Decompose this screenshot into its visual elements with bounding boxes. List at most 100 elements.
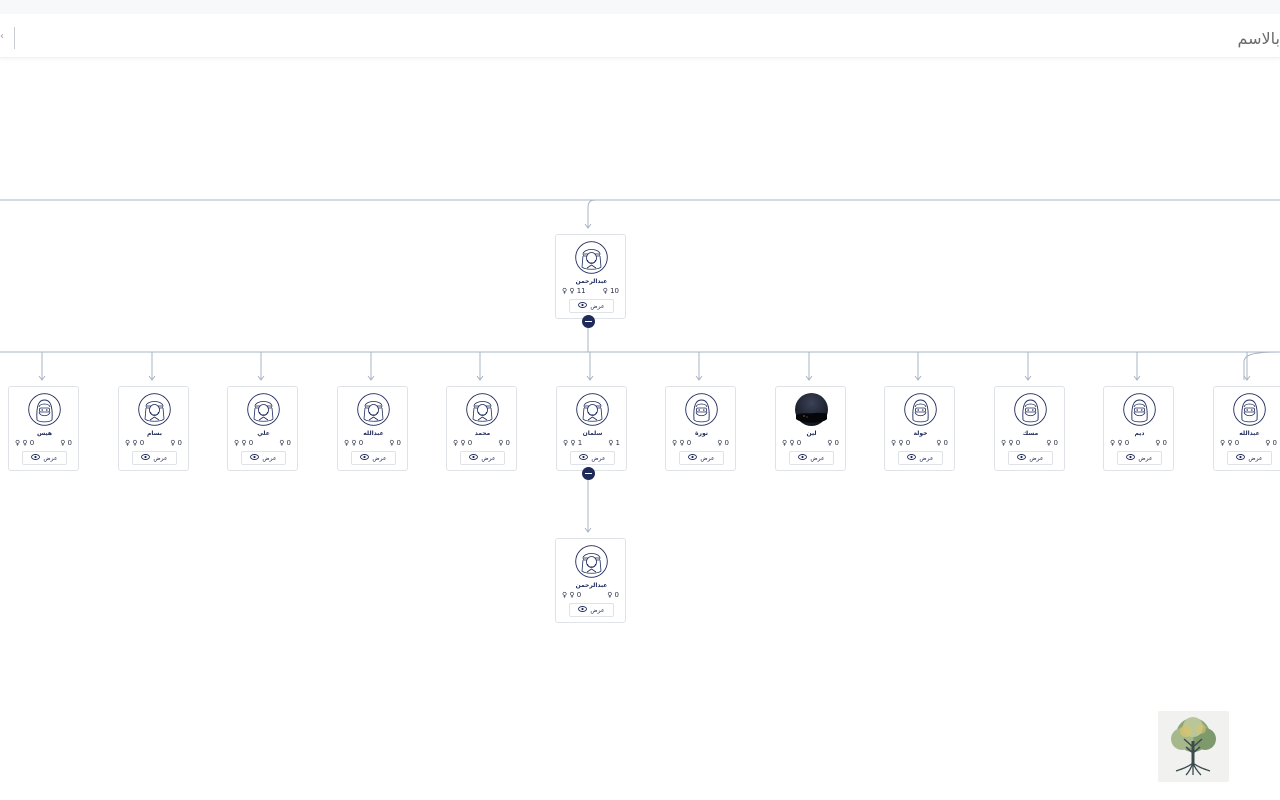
eye-icon [360, 454, 370, 462]
view-button-label: عرض [1029, 454, 1044, 462]
person-card[interactable]: لين ♀ ♀ 0 ♀ 0 عرض [775, 386, 846, 471]
eye-icon [1236, 454, 1246, 462]
collapse-toggle[interactable] [581, 466, 595, 480]
person-card[interactable]: بسام ♀ ♀ 0 ♀ 0 عرض [118, 386, 189, 471]
person-name: بسام [146, 430, 162, 437]
person-card[interactable]: مسك ♀ ♀ 0 ♀ 0 عرض [994, 386, 1065, 471]
eye-icon [31, 454, 41, 462]
person-card[interactable]: علي ♀ ♀ 0 ♀ 0 عرض [227, 386, 298, 471]
children-count: ♀ 0 [60, 439, 72, 447]
view-button-label: عرض [481, 454, 496, 462]
connector-arrow [1133, 375, 1141, 381]
descendants-count: ♀ ♀ 0 [562, 591, 582, 599]
view-button-label: عرض [1248, 454, 1263, 462]
view-button-label: عرض [153, 454, 168, 462]
eye-icon [1017, 454, 1027, 462]
view-button[interactable]: عرض [1117, 451, 1162, 465]
man-avatar-icon [575, 545, 608, 578]
descendants-count: ♀ ♀ 0 [15, 439, 35, 447]
children-count: ♀ 0 [607, 591, 619, 599]
descendants-count: ♀ ♀ 0 [344, 439, 364, 447]
connector-arrow [914, 375, 922, 381]
descendants-count: ♀ ♀ 0 [782, 439, 802, 447]
children-count: ♀ 0 [170, 439, 182, 447]
child-connector [1243, 351, 1280, 380]
view-button-label: عرض [810, 454, 825, 462]
person-name: عبدالله [363, 430, 384, 437]
person-name: مسك [1022, 430, 1039, 437]
connector-arrow [805, 375, 813, 381]
person-card[interactable]: هيس ♀ ♀ 0 ♀ 0 عرض [8, 386, 79, 471]
connector-arrow [584, 527, 592, 533]
view-button[interactable]: عرض [241, 451, 286, 465]
descendants-count: ♀ ♀ 0 [453, 439, 473, 447]
top-strip [0, 0, 1280, 14]
children-count: ♀ 0 [279, 439, 291, 447]
children-count: ♀ 0 [936, 439, 948, 447]
person-card[interactable]: عبدالله ♀ ♀ 0 ♀ 0 عرض [1213, 386, 1280, 471]
view-button[interactable]: عرض [679, 451, 724, 465]
children-count: ♀ 0 [498, 439, 510, 447]
tree-connectors [0, 199, 1280, 533]
person-card[interactable]: عبدالله ♀ ♀ 0 ♀ 0 عرض [337, 386, 408, 471]
children-count: ♀ 0 [717, 439, 729, 447]
person-card[interactable]: سلمان ♀ ♀ 1 ♀ 1 عرض [556, 386, 627, 471]
woman-avatar-icon [904, 393, 937, 426]
connector-arrow [148, 375, 156, 381]
caret-icon[interactable]: ‹ [0, 31, 4, 42]
children-count: ♀ 10 [602, 287, 619, 295]
eye-icon [907, 454, 917, 462]
search-input[interactable] [20, 18, 1280, 58]
photo-avatar [795, 393, 828, 426]
person-card[interactable]: نورة ♀ ♀ 0 ♀ 0 عرض [665, 386, 736, 471]
view-button[interactable]: عرض [1008, 451, 1053, 465]
root-connector [587, 199, 597, 228]
view-button[interactable]: عرض [132, 451, 177, 465]
view-button-label: عرض [262, 454, 277, 462]
view-button[interactable]: عرض [1227, 451, 1272, 465]
person-card[interactable]: عبدالرحمن ♀ ♀ 11 ♀ 10 عرض [555, 234, 626, 319]
eye-icon [141, 454, 151, 462]
person-card[interactable]: محمد ♀ ♀ 0 ♀ 0 عرض [446, 386, 517, 471]
woman-avatar-icon [1014, 393, 1047, 426]
view-button-label: عرض [590, 302, 605, 310]
man-avatar-icon [247, 393, 280, 426]
person-card[interactable]: عبدالرحمن ♀ ♀ 0 ♀ 0 عرض [555, 538, 626, 623]
children-count: ♀ 0 [1155, 439, 1167, 447]
man-avatar-icon [138, 393, 171, 426]
person-name: ديم [1134, 430, 1145, 437]
connector-arrow [1024, 375, 1032, 381]
person-card[interactable]: ديم ♀ ♀ 0 ♀ 0 عرض [1103, 386, 1174, 471]
woman-avatar-icon [685, 393, 718, 426]
view-button[interactable]: عرض [460, 451, 505, 465]
descendants-count: ♀ ♀ 0 [672, 439, 692, 447]
view-button[interactable]: عرض [22, 451, 67, 465]
person-name: علي [257, 430, 270, 437]
eye-icon [688, 454, 698, 462]
tree-logo [1158, 711, 1229, 782]
children-count: ♀ 0 [827, 439, 839, 447]
view-button[interactable]: عرض [898, 451, 943, 465]
man-avatar-icon [357, 393, 390, 426]
man-avatar-icon [575, 241, 608, 274]
connector-arrow [257, 375, 265, 381]
tree-logo-icon [1158, 711, 1229, 782]
man-avatar-icon [466, 393, 499, 426]
view-button[interactable]: عرض [351, 451, 396, 465]
woman-avatar-icon [1123, 393, 1156, 426]
collapse-toggle[interactable] [581, 314, 595, 328]
view-button[interactable]: عرض [569, 603, 614, 617]
person-name: هيس [36, 430, 53, 437]
descendants-count: ♀ ♀ 11 [562, 287, 586, 295]
view-button[interactable]: عرض [789, 451, 834, 465]
children-count: ♀ 0 [1046, 439, 1058, 447]
person-card[interactable]: خولة ♀ ♀ 0 ♀ 0 عرض [884, 386, 955, 471]
view-button[interactable]: عرض [569, 299, 614, 313]
person-name: محمد [474, 430, 491, 437]
person-name: خولة [913, 430, 928, 437]
descendants-count: ♀ ♀ 0 [1001, 439, 1021, 447]
view-button[interactable]: عرض [570, 451, 615, 465]
connector-arrow [1243, 375, 1251, 381]
connector-arrow [586, 375, 594, 381]
